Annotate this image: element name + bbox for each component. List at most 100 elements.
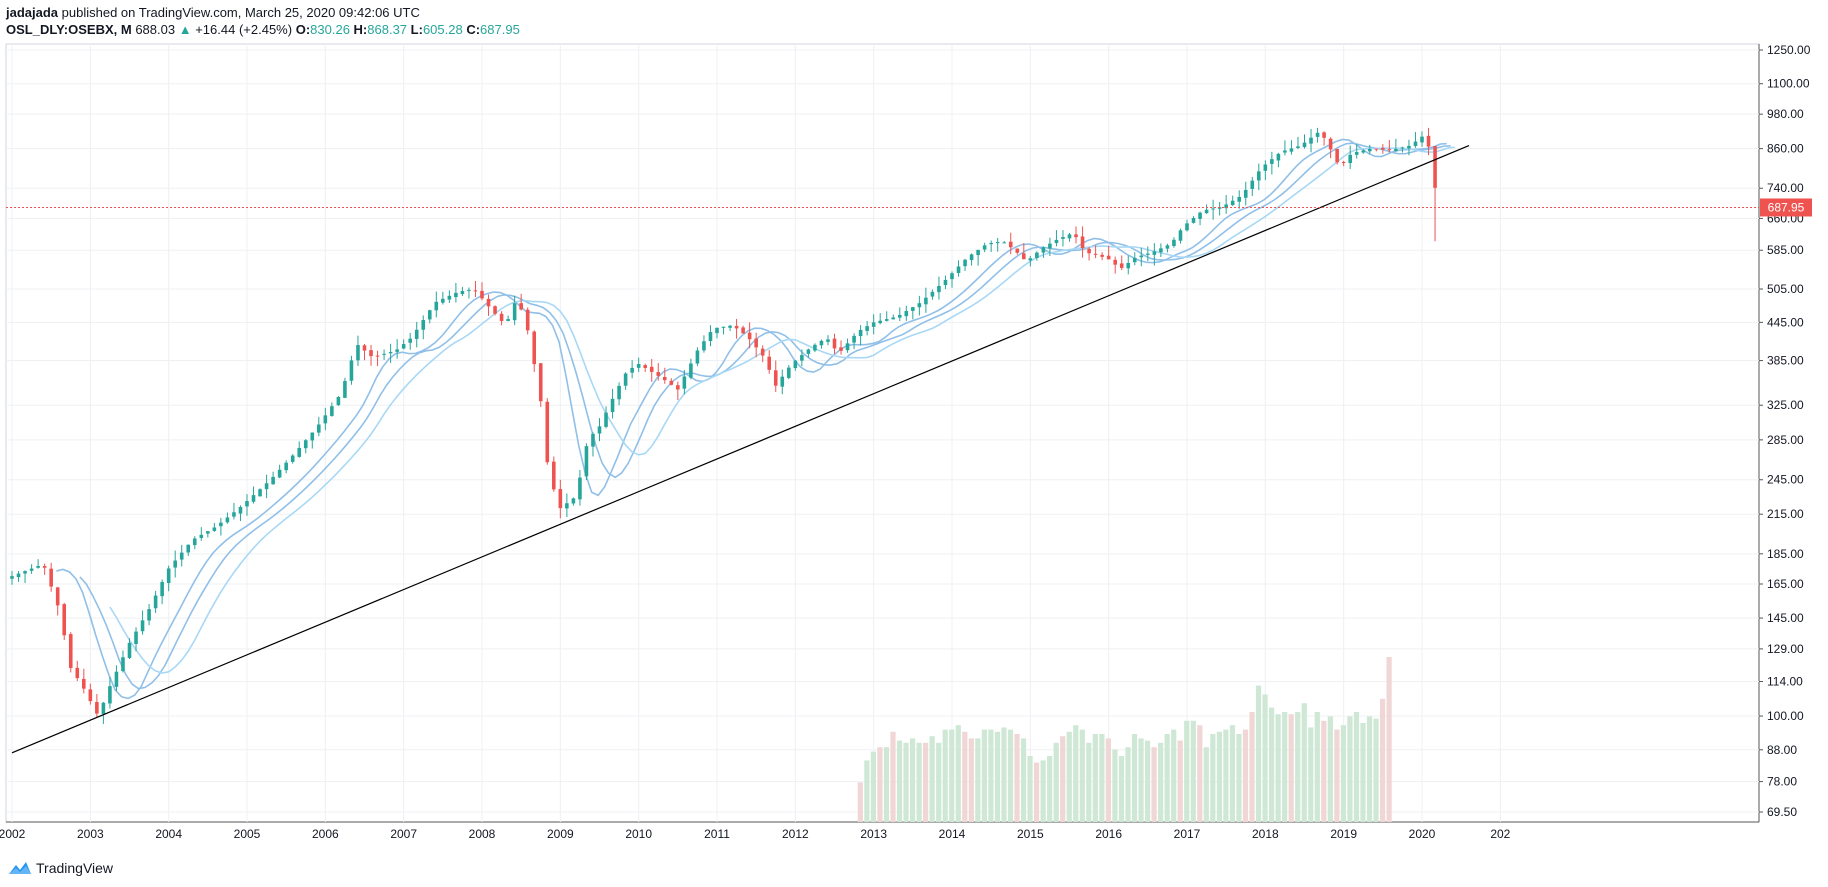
candle-body xyxy=(558,489,563,509)
x-tick-label: 2006 xyxy=(312,827,339,841)
candle-body xyxy=(1413,141,1418,147)
volume-bar xyxy=(1060,736,1066,822)
candle-body xyxy=(649,366,654,372)
candle-body xyxy=(1211,208,1215,210)
candle-body xyxy=(160,582,164,597)
candle-body xyxy=(865,326,869,331)
candle-body xyxy=(623,373,628,386)
y-tick-label: 980.00 xyxy=(1767,107,1804,121)
volume-bar xyxy=(1027,756,1033,822)
y-tick-label: 505.00 xyxy=(1767,282,1804,296)
trend-line[interactable] xyxy=(11,145,1470,754)
y-tick-label: 385.00 xyxy=(1767,354,1804,368)
candle-body xyxy=(780,376,785,387)
candle-body xyxy=(682,376,687,389)
x-tick-label: 2003 xyxy=(77,827,104,841)
candle-body xyxy=(989,243,993,245)
candle-body xyxy=(512,303,517,321)
candle-body xyxy=(264,483,269,490)
candle-body xyxy=(1433,146,1437,188)
volume-bar xyxy=(1197,725,1203,822)
volume-bar xyxy=(1171,729,1177,822)
candle-body xyxy=(1119,263,1124,268)
candle-body xyxy=(676,385,680,390)
x-tick-label: 2020 xyxy=(1409,827,1436,841)
volume-bar xyxy=(1255,685,1262,822)
footer-brand[interactable]: TradingView xyxy=(8,860,113,876)
candle-body xyxy=(421,320,426,330)
volume-bar xyxy=(936,742,942,822)
x-tick-label: 2018 xyxy=(1252,827,1279,841)
candle-body xyxy=(552,461,556,490)
volume-bar xyxy=(1366,716,1373,822)
y-tick-label: 114.00 xyxy=(1767,674,1803,688)
y-tick-label: 860.00 xyxy=(1767,142,1804,156)
volume-bar xyxy=(1040,760,1046,822)
volume-bar xyxy=(1340,725,1347,822)
candle-body xyxy=(68,634,73,668)
candle-body xyxy=(917,303,922,308)
candle-body xyxy=(538,363,543,402)
candle-body xyxy=(604,412,608,427)
candle-body xyxy=(486,298,491,307)
volume-bar xyxy=(1020,738,1027,822)
candle-body xyxy=(1146,253,1150,255)
volume-bar xyxy=(962,731,968,822)
candle-body xyxy=(277,469,282,478)
candle-body xyxy=(708,332,713,342)
volume-bar xyxy=(988,729,994,822)
candle-body xyxy=(819,340,824,346)
candle-body xyxy=(1341,162,1346,164)
candle-body xyxy=(245,501,249,507)
volume-bar xyxy=(1210,734,1216,822)
candle-body xyxy=(669,380,674,385)
candle-body xyxy=(636,364,641,368)
symbol-name[interactable]: OSL_DLY:OSEBX, M xyxy=(6,22,132,37)
candle-body xyxy=(904,311,909,317)
volume-bar xyxy=(864,760,870,822)
candle-body xyxy=(878,320,882,324)
x-tick-label: 2010 xyxy=(625,827,652,841)
candle-body xyxy=(1243,189,1248,198)
y-tick-label: 129.00 xyxy=(1767,642,1804,656)
ma-mid-line xyxy=(79,142,1451,690)
candle-body xyxy=(787,367,791,378)
volume-bar xyxy=(1086,742,1092,822)
candle-body xyxy=(192,538,197,546)
candle-body xyxy=(317,424,321,433)
candle-body xyxy=(1394,148,1398,151)
author-name[interactable]: jadajada xyxy=(6,5,59,20)
candle-body xyxy=(1015,248,1020,253)
candle-body xyxy=(447,295,452,300)
volume-bar xyxy=(1033,762,1040,822)
candle-body xyxy=(395,349,399,352)
volume-bar xyxy=(975,738,981,822)
volume-bar xyxy=(1014,734,1020,822)
candle-body xyxy=(36,566,40,568)
candle-body xyxy=(62,604,67,636)
candle-body xyxy=(806,349,811,354)
plot-area[interactable] xyxy=(5,43,1760,823)
x-tick-label: 2002 xyxy=(0,827,26,841)
candle-body xyxy=(689,363,693,378)
y-tick-label: 285.00 xyxy=(1767,433,1804,447)
change-arrow-icon: ▲ xyxy=(178,22,192,37)
candle-body xyxy=(1100,254,1104,257)
candle-body xyxy=(258,489,262,497)
candle-body xyxy=(232,512,236,517)
candle-body xyxy=(1224,204,1228,209)
candle-body xyxy=(1080,236,1085,249)
x-tick-label: 202 xyxy=(1490,827,1510,841)
x-tick-label: 2019 xyxy=(1330,827,1357,841)
volume-bar xyxy=(968,738,974,822)
volume-bar xyxy=(1360,723,1366,822)
candle-body xyxy=(1165,245,1170,249)
tradingview-logo-icon xyxy=(9,862,31,874)
candle-body xyxy=(773,370,778,386)
volume-bar xyxy=(1223,729,1229,822)
volume-bar xyxy=(1053,742,1059,822)
volume-bar xyxy=(1001,727,1007,822)
candle-body xyxy=(1322,132,1326,138)
candle-body xyxy=(1191,218,1196,223)
